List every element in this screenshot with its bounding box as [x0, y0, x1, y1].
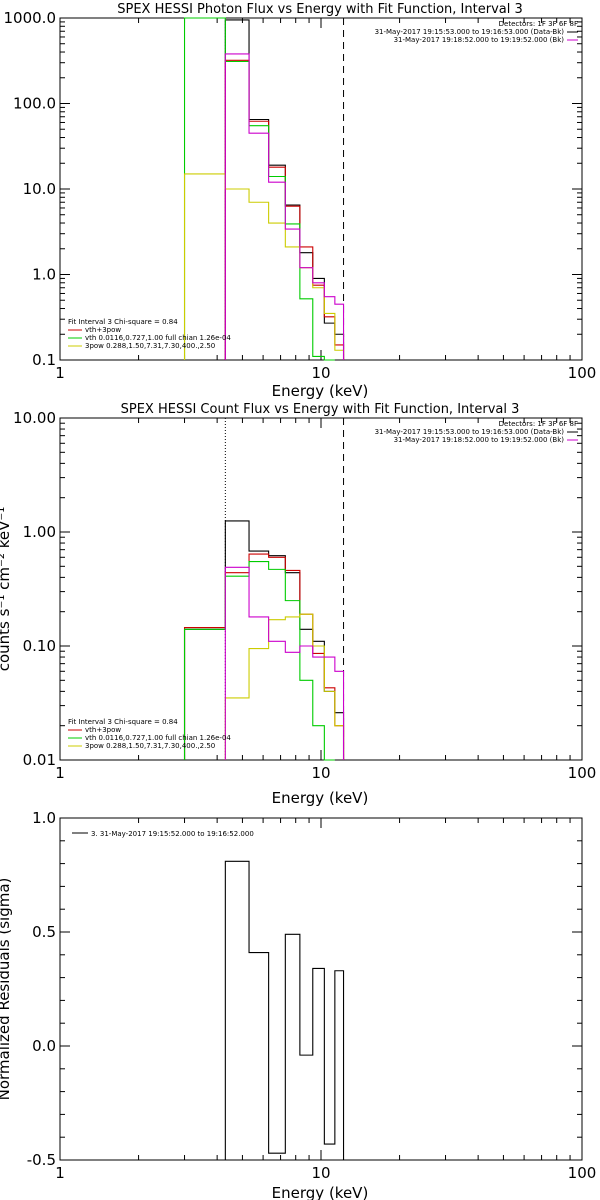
- x-tick-label: 1: [55, 364, 65, 382]
- count-flux-y-ticks: 0.01 0.10 1.00 10.00: [13, 409, 582, 769]
- y-tick-label: 1000.0: [4, 9, 57, 27]
- y-tick-label: 1.00: [23, 523, 56, 541]
- count-flux-title: SPEX HESSI Count Flux vs Energy with Fit…: [121, 402, 520, 417]
- fit-legend-text: Fit Interval 3 Chi-square = 0.84: [68, 718, 178, 726]
- count-flux-fit-legend: Fit Interval 3 Chi-square = 0.84vth+3pow…: [68, 718, 231, 750]
- series-bk-histogram: [224, 53, 345, 360]
- count-flux-marker-lines: [224, 418, 345, 760]
- series-vth-3pow-histogram: [224, 59, 345, 360]
- residuals-legend-text: 3. 31-May-2017 19:15:52.000 to 19:16:52.…: [91, 830, 254, 838]
- y-tick-label: 0.0: [32, 1037, 56, 1055]
- residuals-x-ticks: 1 10 100: [55, 818, 596, 1182]
- fit-legend-text: vth+3pow: [85, 326, 121, 334]
- residuals-ylabel: Normalized Residuals (sigma): [0, 878, 13, 1101]
- photon-flux-y-ticks: 0.1 1.0 10.0 100.0 1000.0: [4, 9, 582, 369]
- header-legend-text: 31-May-2017 19:18:52.000 to 19:19:52.000…: [394, 436, 565, 444]
- x-tick-label: 10: [311, 764, 330, 782]
- fit-legend-text: 3pow 0.288,1.50,7.31,7.30,400.,2.50: [85, 342, 215, 350]
- header-legend-text: 31-May-2017 19:15:53.000 to 19:16:53.000…: [375, 428, 565, 436]
- fit-legend-text: Fit Interval 3 Chi-square = 0.84: [68, 318, 178, 326]
- count-flux-x-ticks: 1 10 100: [55, 418, 596, 782]
- x-tick-label: 100: [568, 1164, 597, 1182]
- x-tick-label: 1: [55, 764, 65, 782]
- photon-flux-xlabel: Energy (keV): [272, 382, 369, 400]
- series-vth-histogram: [183, 17, 335, 361]
- y-tick-label: 0.01: [23, 751, 56, 769]
- count-flux-xlabel: Energy (keV): [272, 789, 369, 807]
- fit-legend-text: vth 0.0116,0.727,1.00 full chian 1.26e-0…: [85, 334, 231, 342]
- series-vth-histogram: [183, 561, 335, 761]
- fit-legend-text: 3pow 0.288,1.50,7.31,7.30,400.,2.50: [85, 742, 215, 750]
- photon-flux-x-ticks: 1 10 100: [55, 18, 596, 382]
- residuals-series: [224, 860, 345, 1160]
- count-flux-ylabel: counts s⁻¹ cm⁻² keV⁻¹: [0, 507, 13, 672]
- x-tick-label: 10: [311, 1164, 330, 1182]
- photon-flux-series: [183, 17, 345, 361]
- y-tick-label: 0.5: [32, 923, 56, 941]
- series-data-bk-histogram: [224, 19, 345, 360]
- count-flux-axes-frame: [59, 417, 583, 761]
- series-3pow-histogram: [183, 173, 345, 360]
- header-legend-text: 31-May-2017 19:18:52.000 to 19:19:52.000…: [394, 36, 565, 44]
- y-tick-label: 0.10: [23, 637, 56, 655]
- header-legend-text: Detectors: 1F 3F 6F 8F: [499, 20, 578, 28]
- count-flux-series: [183, 520, 345, 761]
- photon-flux-title: SPEX HESSI Photon Flux vs Energy with Fi…: [117, 2, 523, 17]
- fit-legend-text: vth+3pow: [85, 726, 121, 734]
- x-tick-label: 100: [568, 764, 597, 782]
- residuals-xlabel: Energy (keV): [272, 1184, 369, 1200]
- series-vth-3pow-histogram: [183, 553, 345, 760]
- series-3-31-may-2017-19-15-52-000-to-19-16-52-000-histogram: [224, 860, 345, 1160]
- y-tick-label: 10.0: [23, 180, 56, 198]
- residuals-panel: 1 10 100 -0.5 0.0 0.5 1.0 Energy (keV) Normal…: [0, 809, 596, 1200]
- fit-legend-text: vth 0.0116,0.727,1.00 full chian 1.26e-0…: [85, 734, 231, 742]
- y-tick-label: 100.0: [13, 95, 56, 113]
- x-tick-label: 100: [568, 364, 597, 382]
- header-legend-text: 31-May-2017 19:15:53.000 to 19:16:53.000…: [375, 28, 565, 36]
- photon-flux-axes-frame: [59, 17, 583, 361]
- photon-flux-panel: SPEX HESSI Photon Flux vs Energy with Fi…: [4, 2, 597, 400]
- y-tick-label: 1.0: [32, 266, 56, 284]
- y-tick-label: 10.00: [13, 409, 56, 427]
- y-tick-label: 1.0: [32, 809, 56, 827]
- count-flux-panel: SPEX HESSI Count Flux vs Energy with Fit…: [0, 402, 596, 807]
- x-tick-label: 10: [311, 364, 330, 382]
- y-tick-label: 0.1: [32, 351, 56, 369]
- series-bk-histogram: [224, 566, 345, 760]
- series-3pow-histogram: [224, 613, 345, 760]
- residuals-axes-frame: [59, 817, 583, 1161]
- header-legend-text: Detectors: 1F 3F 6F 8F: [499, 420, 578, 428]
- y-tick-label: -0.5: [27, 1151, 56, 1169]
- residuals-y-ticks: -0.5 0.0 0.5 1.0: [27, 809, 582, 1169]
- series-data-bk-histogram: [183, 520, 345, 760]
- x-tick-label: 1: [55, 1164, 65, 1182]
- photon-flux-fit-legend: Fit Interval 3 Chi-square = 0.84vth+3pow…: [68, 318, 231, 350]
